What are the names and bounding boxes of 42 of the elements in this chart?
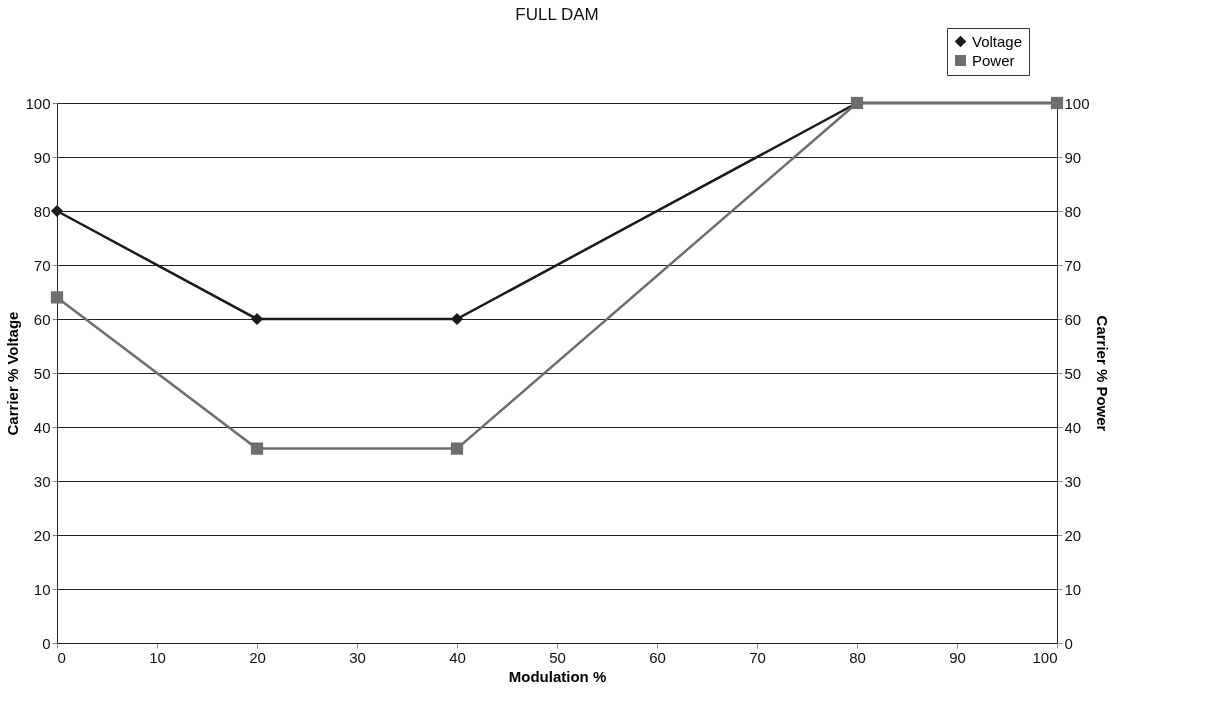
y2-tick-label: 40 [1064, 418, 1082, 436]
legend-label: Voltage [972, 32, 1023, 50]
x-tick-label: 20 [249, 648, 266, 666]
y2-tick-label: 30 [1064, 472, 1082, 490]
y2-tick-label: 10 [1064, 580, 1082, 598]
y-tick-label: 50 [33, 364, 51, 382]
point [250, 442, 264, 455]
y2-tick-label: 0 [1064, 634, 1073, 652]
x-tick-label: 10 [149, 648, 166, 666]
y-tick-label: 40 [33, 418, 51, 436]
x-tick-label: 80 [849, 648, 866, 666]
x-tick-label: 40 [449, 648, 466, 666]
x-tick-label: 30 [349, 648, 366, 666]
x-tick-label: 70 [749, 648, 766, 666]
y-tick-label: 90 [33, 148, 51, 166]
x-tick-label: 100 [1032, 648, 1058, 666]
y-tick-label: 10 [33, 580, 51, 598]
y-tick-label: 70 [33, 256, 51, 274]
point [50, 291, 64, 304]
chart-title: FULL DAM [515, 4, 599, 24]
y2-tick-label: 60 [1064, 310, 1082, 328]
legend-label: Power [972, 51, 1015, 69]
y2-tick-label: 70 [1064, 256, 1082, 274]
x-tick-label: 60 [649, 648, 666, 666]
x-tick-label: 0 [57, 648, 66, 666]
y2-axis-title: Carrier % Power [1093, 315, 1111, 432]
y-tick-label: 20 [33, 526, 51, 544]
x-tick-label: 50 [549, 648, 566, 666]
y-tick-label: 60 [33, 310, 51, 328]
x-tick-label: 90 [949, 648, 966, 666]
y-tick-label: 100 [25, 94, 51, 112]
y-tick-label: 80 [33, 202, 51, 220]
y2-tick-label: 90 [1064, 148, 1082, 166]
y2-tick-label: 20 [1064, 526, 1082, 544]
x-axis-title: Modulation % [508, 667, 607, 685]
y-axis-title: Carrier % Voltage [4, 311, 22, 436]
y2-tick-label: 100 [1064, 94, 1090, 112]
point [450, 442, 464, 455]
y2-tick-label: 80 [1064, 202, 1082, 220]
y2-tick-label: 50 [1064, 364, 1082, 382]
y-tick-label: 30 [33, 472, 51, 490]
y-tick-label: 0 [42, 634, 51, 652]
